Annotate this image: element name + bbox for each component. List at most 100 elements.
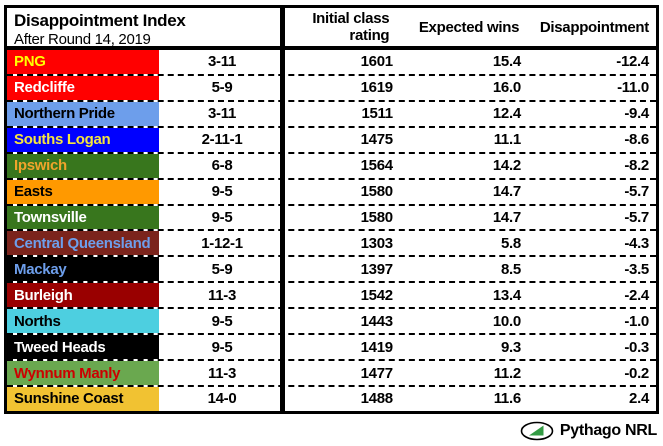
footer: Pythago NRL <box>4 414 659 444</box>
team-stats: 1488 11.6 2.4 <box>285 387 656 411</box>
team-name-cell: Redcliffe <box>7 75 159 100</box>
team-rating-cell: 1477 <box>360 364 393 382</box>
team-disappointment-cell: -5.7 <box>624 208 649 226</box>
team-record-cell: 14-0 <box>207 390 237 408</box>
page-subtitle: After Round 14, 2019 <box>14 30 151 48</box>
team-name: Central Queensland <box>14 234 151 252</box>
team-rating-cell: 1303 <box>360 234 393 252</box>
team-stats: 1303 5.8 -4.3 <box>285 231 656 255</box>
team-record-cell: 5-9 <box>211 260 233 278</box>
team-disappointment-cell: -8.6 <box>624 131 649 149</box>
team-stats: 1580 14.7 -5.7 <box>285 180 656 204</box>
team-name: Northern Pride <box>14 105 115 123</box>
team-disappointment-cell: -8.2 <box>624 157 649 175</box>
team-name-cell: Sunshine Coast <box>7 386 159 411</box>
team-stats: 1443 10.0 -1.0 <box>285 309 656 333</box>
table-row: Townsville 9-5 1580 14.7 -5.7 <box>7 205 656 232</box>
team-name-cell: Northern Pride <box>7 101 159 126</box>
team-record-cell: 9-5 <box>211 208 233 226</box>
team-stats: 1419 9.3 -0.3 <box>285 335 656 359</box>
team-disappointment-cell: -4.3 <box>624 234 649 252</box>
team-record-cell: 11-3 <box>208 364 236 382</box>
team-stats: 1511 12.4 -9.4 <box>285 102 656 126</box>
team-disappointment-cell: -9.4 <box>624 105 649 123</box>
team-name: Souths Logan <box>14 131 111 149</box>
team-name-cell: Wynnum Manly <box>7 361 159 385</box>
team-name-cell: Tweed Heads <box>7 335 159 360</box>
team-stats: 1564 14.2 -8.2 <box>285 154 656 178</box>
team-disappointment-cell: -3.5 <box>624 260 649 278</box>
team-name: Norths <box>14 312 61 330</box>
table-row: Redcliffe 5-9 1619 16.0 -11.0 <box>7 75 656 102</box>
logo-triangle <box>528 425 544 436</box>
team-expected-wins-cell: 9.3 <box>500 338 521 356</box>
team-name-cell: Easts <box>7 179 159 204</box>
team-expected-wins-cell: 5.8 <box>500 234 521 252</box>
team-record-cell: 9-5 <box>211 338 233 356</box>
team-disappointment-cell: -5.7 <box>624 183 649 201</box>
team-stats: 1580 14.7 -5.7 <box>285 206 656 230</box>
team-stats: 1542 13.4 -2.4 <box>285 283 656 307</box>
team-name-cell: Ipswich <box>7 153 159 178</box>
table-row: Mackay 5-9 1397 8.5 -3.5 <box>7 257 656 284</box>
team-rating-cell: 1580 <box>360 183 393 201</box>
team-record-cell: 2-11-1 <box>201 131 243 149</box>
team-expected-wins-cell: 16.0 <box>492 79 521 97</box>
column-headers: Initial class rating Expected wins Disap… <box>285 8 656 46</box>
team-rating-cell: 1419 <box>360 338 393 356</box>
table-row: Souths Logan 2-11-1 1475 11.1 -8.6 <box>7 127 656 154</box>
team-name: Sunshine Coast <box>14 390 124 408</box>
table-row: Ipswich 6-8 1564 14.2 -8.2 <box>7 153 656 180</box>
team-name: Ipswich <box>14 157 67 175</box>
team-rating-cell: 1542 <box>360 286 393 304</box>
team-expected-wins-cell: 11.6 <box>493 390 521 408</box>
table-row: Wynnum Manly 11-3 1477 11.2 -0.2 <box>7 361 656 387</box>
column-header-disappointment: Disappointment <box>539 18 649 36</box>
team-name: Easts <box>14 183 53 201</box>
team-expected-wins-cell: 14.2 <box>492 157 521 175</box>
team-record-cell: 9-5 <box>211 312 233 330</box>
column-header-expected-wins: Expected wins <box>418 18 520 36</box>
team-disappointment-cell: -1.0 <box>624 312 649 330</box>
team-name-cell: Central Queensland <box>7 231 159 256</box>
team-disappointment-cell: -0.3 <box>624 338 649 356</box>
team-rating-cell: 1619 <box>360 79 393 97</box>
team-record-cell: 9-5 <box>211 183 233 201</box>
team-name-cell: Souths Logan <box>7 127 159 152</box>
team-name-cell: Townsville <box>7 205 159 230</box>
team-name-cell: PNG <box>7 50 159 74</box>
team-stats: 1477 11.2 -0.2 <box>285 361 656 385</box>
table-header: Disappointment Index After Round 14, 201… <box>7 8 656 50</box>
team-record-cell: 11-3 <box>208 286 236 304</box>
team-name: Burleigh <box>14 286 73 304</box>
team-rating-cell: 1397 <box>360 260 393 278</box>
team-expected-wins-cell: 15.4 <box>492 53 521 71</box>
team-rating-cell: 1564 <box>360 157 393 175</box>
table-row: Easts 9-5 1580 14.7 -5.7 <box>7 179 656 206</box>
table-row: Central Queensland 1-12-1 1303 5.8 -4.3 <box>7 231 656 258</box>
team-expected-wins-cell: 11.1 <box>493 131 521 149</box>
team-expected-wins-cell: 13.4 <box>492 286 521 304</box>
team-record-cell: 3-11 <box>208 53 236 71</box>
team-disappointment-cell: -11.0 <box>617 79 649 97</box>
team-stats: 1397 8.5 -3.5 <box>285 257 656 281</box>
team-rating-cell: 1580 <box>360 208 393 226</box>
table-body: PNG 3-11 1601 15.4 -12.4 Redcliffe 5-9 1… <box>7 50 656 411</box>
team-disappointment-cell: -12.4 <box>616 53 649 71</box>
team-name: Tweed Heads <box>14 338 106 356</box>
table-row: Tweed Heads 9-5 1419 9.3 -0.3 <box>7 335 656 362</box>
table-row: Norths 9-5 1443 10.0 -1.0 <box>7 309 656 336</box>
table-row: PNG 3-11 1601 15.4 -12.4 <box>7 50 656 76</box>
team-name-cell: Norths <box>7 309 159 334</box>
team-name: Redcliffe <box>14 79 75 97</box>
column-header-initial-class-rating: Initial class rating <box>312 10 390 44</box>
pythago-logo-icon <box>520 421 554 441</box>
team-disappointment-cell: 2.4 <box>629 390 649 408</box>
team-record-cell: 1-12-1 <box>201 234 243 252</box>
team-rating-cell: 1601 <box>360 53 393 71</box>
team-name-cell: Mackay <box>7 257 159 282</box>
team-stats: 1619 16.0 -11.0 <box>285 76 656 100</box>
team-name-cell: Burleigh <box>7 283 159 308</box>
vertical-divider <box>280 8 285 411</box>
